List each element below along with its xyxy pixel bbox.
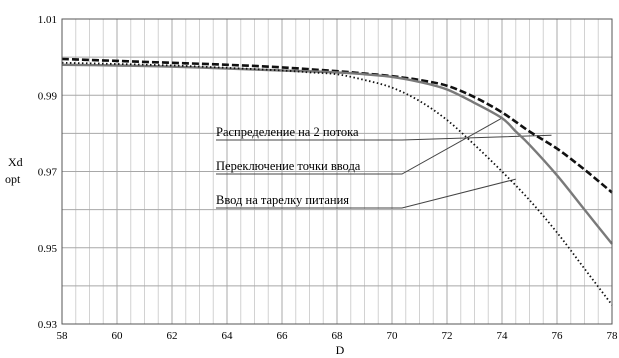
callout-label: Ввод на тарелку питания [216,193,349,207]
callout-leaders [216,117,552,209]
plot-area-border [61,18,613,325]
callout-label: Переключение точки ввода [216,159,361,173]
callout-leader-line [216,178,516,209]
y-tick-label: 0.95 [38,243,58,255]
x-tick-label: 68 [332,330,344,342]
x-tick-label: 76 [552,330,564,342]
major-grid [62,19,612,324]
x-tick-label: 60 [112,330,124,342]
y-axis-label-line-1: Xd [8,155,23,169]
callout-label: Распределение на 2 потока [216,125,359,139]
x-tick-label: 74 [497,330,509,342]
y-tick-labels: 0.93 0.95 0.97 0.99 1.01 [38,14,58,331]
callout-labels: Распределение на 2 потока Переключение то… [216,125,361,207]
y-tick-label: 0.93 [38,319,58,331]
x-tick-label: 58 [57,330,69,342]
x-tick-label: 78 [607,330,619,342]
x-tick-label: 62 [167,330,178,342]
series-line-3 [61,61,613,306]
y-axis-label-line-2: opt [5,172,21,186]
callout-leader-line [216,117,503,175]
y-tick-label: 0.97 [38,167,58,179]
x-tick-labels: 58 60 62 64 66 68 70 72 74 76 78 [57,330,619,342]
y-tick-label: 0.99 [38,90,58,102]
series-lines [61,57,613,306]
x-tick-label: 72 [442,330,453,342]
x-tick-label: 64 [222,330,234,342]
x-tick-label: 66 [277,330,289,342]
x-axis-label: D [336,343,345,357]
y-tick-label: 1.01 [38,14,57,26]
series-line-2 [61,63,613,245]
x-tick-label: 70 [387,330,399,342]
callout-leader-line [216,134,552,141]
